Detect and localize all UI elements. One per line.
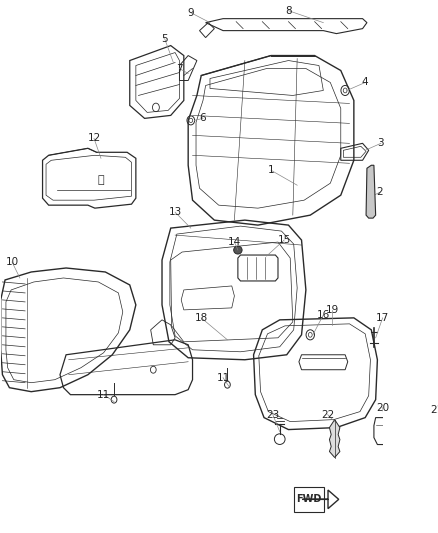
Text: 2: 2 (377, 187, 383, 197)
Text: 20: 20 (376, 402, 389, 413)
Text: 19: 19 (325, 305, 339, 315)
Polygon shape (366, 165, 376, 218)
Text: 13: 13 (169, 207, 182, 217)
Text: 6: 6 (200, 114, 206, 123)
Text: FWD: FWD (297, 494, 322, 504)
Text: 23: 23 (266, 410, 279, 419)
Text: 21: 21 (430, 405, 438, 415)
Text: 1: 1 (268, 165, 274, 175)
Text: 10: 10 (5, 257, 18, 267)
Text: 👁: 👁 (98, 175, 104, 185)
Text: 4: 4 (362, 77, 368, 87)
Text: 9: 9 (187, 7, 194, 18)
Text: 3: 3 (378, 139, 384, 148)
Text: 5: 5 (161, 34, 168, 44)
Text: 22: 22 (321, 410, 334, 419)
Text: 14: 14 (228, 237, 241, 247)
Text: 11: 11 (216, 373, 230, 383)
Polygon shape (329, 419, 340, 457)
Text: 17: 17 (376, 313, 389, 323)
Text: 15: 15 (277, 235, 291, 245)
Text: 18: 18 (194, 313, 208, 323)
Text: 11: 11 (97, 390, 110, 400)
Text: 12: 12 (87, 133, 101, 143)
Ellipse shape (234, 246, 242, 254)
Text: 16: 16 (317, 310, 330, 320)
Text: 7: 7 (176, 63, 183, 74)
Text: 8: 8 (285, 6, 292, 15)
